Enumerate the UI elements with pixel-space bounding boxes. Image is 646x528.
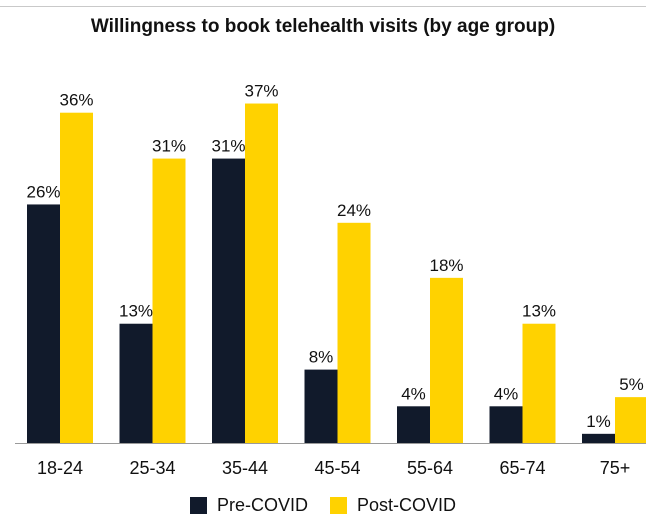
bar-post-covid-75+: [615, 397, 646, 443]
data-label-pre-covid-75+: 1%: [586, 412, 611, 431]
data-label-pre-covid-25-34: 13%: [119, 302, 153, 321]
data-label-pre-covid-18-24: 26%: [26, 182, 60, 201]
legend-swatch-pre-covid: [189, 497, 207, 514]
x-tick-label-65-74: 65-74: [499, 458, 545, 478]
bar-pre-covid-25-34: [119, 323, 153, 443]
legend-label-post-covid: Post-COVID: [356, 495, 457, 515]
bar-post-covid-45-54: [337, 222, 371, 443]
bar-pre-covid-45-54: [304, 369, 338, 443]
legend-swatch-post-covid: [329, 497, 347, 514]
bar-post-covid-25-34: [152, 158, 186, 443]
data-label-pre-covid-45-54: 8%: [309, 348, 334, 367]
data-label-post-covid-25-34: 31%: [152, 137, 186, 156]
bar-post-covid-55-64: [430, 277, 463, 443]
bar-post-covid-18-24: [60, 112, 93, 443]
data-label-post-covid-35-44: 37%: [244, 82, 278, 101]
bar-pre-covid-18-24: [27, 204, 60, 443]
data-label-post-covid-65-74: 13%: [522, 302, 556, 321]
top-rule: [0, 6, 646, 7]
data-label-pre-covid-55-64: 4%: [401, 384, 426, 403]
data-label-post-covid-18-24: 36%: [59, 91, 93, 110]
data-label-post-covid-45-54: 24%: [337, 201, 371, 220]
x-tick-label-75+: 75+: [600, 458, 631, 478]
x-tick-label-45-54: 45-54: [314, 458, 360, 478]
bar-pre-covid-65-74: [489, 406, 523, 443]
data-label-pre-covid-65-74: 4%: [494, 384, 519, 403]
x-tick-label-55-64: 55-64: [407, 458, 453, 478]
bar-pre-covid-35-44: [212, 158, 245, 443]
legend-item-pre-covid: Pre-COVID: [189, 495, 308, 516]
bar-pre-covid-75+: [582, 433, 615, 443]
data-label-pre-covid-35-44: 31%: [211, 137, 245, 156]
bar-pre-covid-55-64: [397, 406, 430, 443]
x-tick-label-25-34: 25-34: [129, 458, 175, 478]
data-label-post-covid-55-64: 18%: [429, 256, 463, 275]
data-label-post-covid-75+: 5%: [619, 375, 644, 394]
chart-legend: Pre-COVID Post-COVID: [0, 495, 646, 516]
bar-post-covid-35-44: [245, 103, 278, 444]
chart-title: Willingness to book telehealth visits (b…: [90, 16, 556, 37]
legend-item-post-covid: Post-COVID: [329, 495, 457, 516]
bar-post-covid-65-74: [522, 323, 556, 443]
x-tick-label-35-44: 35-44: [222, 458, 268, 478]
x-tick-label-18-24: 18-24: [37, 458, 83, 478]
legend-label-pre-covid: Pre-COVID: [216, 495, 308, 515]
